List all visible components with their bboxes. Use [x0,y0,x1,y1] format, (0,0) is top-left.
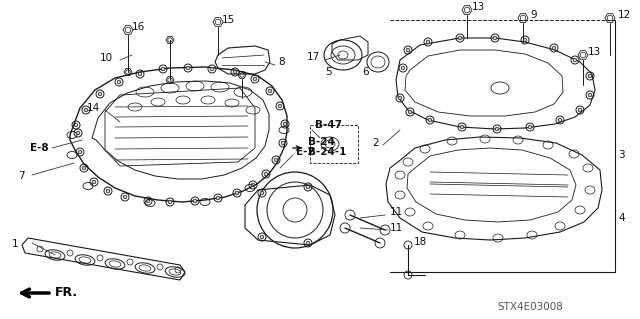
Circle shape [106,189,110,193]
Text: 11: 11 [390,207,403,217]
Text: B-24-1: B-24-1 [308,147,346,157]
Circle shape [260,191,264,195]
Circle shape [268,89,272,93]
Circle shape [76,131,80,135]
Text: 13: 13 [472,2,485,12]
Circle shape [460,125,464,129]
Circle shape [82,166,86,170]
Text: B-47: B-47 [315,120,342,130]
Text: 12: 12 [618,10,631,20]
Text: E-2: E-2 [296,147,315,157]
Circle shape [524,38,527,42]
Text: E-8: E-8 [30,143,49,153]
Circle shape [426,40,430,44]
Circle shape [236,191,239,195]
Circle shape [408,110,412,114]
Circle shape [278,104,282,108]
Circle shape [74,123,78,127]
Text: 8: 8 [278,57,285,67]
Circle shape [274,158,278,162]
Circle shape [528,125,532,129]
Circle shape [588,93,592,97]
Bar [310,125,358,163]
Text: 6: 6 [362,67,369,77]
Text: 13: 13 [588,47,601,57]
Circle shape [78,150,82,154]
Text: B-24: B-24 [308,137,335,147]
Circle shape [573,58,577,62]
Circle shape [306,185,310,189]
Circle shape [306,241,310,245]
Circle shape [210,67,214,71]
Text: 11: 11 [390,223,403,233]
Circle shape [588,74,592,78]
Text: 1: 1 [12,239,18,249]
Text: 15: 15 [222,15,236,25]
Circle shape [233,70,237,74]
Circle shape [138,72,142,76]
Text: 16: 16 [132,22,145,32]
Circle shape [117,80,121,84]
Text: 10: 10 [100,53,113,63]
Circle shape [458,36,462,40]
Text: FR.: FR. [55,286,78,300]
Circle shape [161,67,165,71]
Circle shape [216,196,220,200]
Text: 18: 18 [414,237,428,247]
Circle shape [260,235,264,239]
Circle shape [558,118,562,122]
Circle shape [495,127,499,131]
Circle shape [168,200,172,204]
Text: STX4E03008: STX4E03008 [497,302,563,312]
Circle shape [493,36,497,40]
Circle shape [264,172,268,176]
Circle shape [186,66,190,70]
Text: 14: 14 [87,103,100,113]
Circle shape [193,199,197,203]
Circle shape [552,46,556,50]
Circle shape [92,180,96,184]
Circle shape [123,195,127,199]
Text: 5: 5 [325,67,332,77]
Circle shape [98,92,102,96]
Circle shape [578,108,582,112]
Circle shape [146,199,150,203]
Circle shape [253,77,257,81]
Text: 2: 2 [372,138,379,148]
Text: 7: 7 [19,171,25,181]
Circle shape [428,118,432,122]
Text: 17: 17 [307,52,320,62]
Circle shape [251,183,255,187]
Circle shape [84,108,88,112]
Circle shape [406,48,410,52]
Text: 9: 9 [530,10,536,20]
Circle shape [281,141,285,145]
Circle shape [398,96,402,100]
Circle shape [401,66,405,70]
Text: 4: 4 [618,213,625,223]
Text: 3: 3 [618,150,625,160]
Circle shape [283,122,287,126]
